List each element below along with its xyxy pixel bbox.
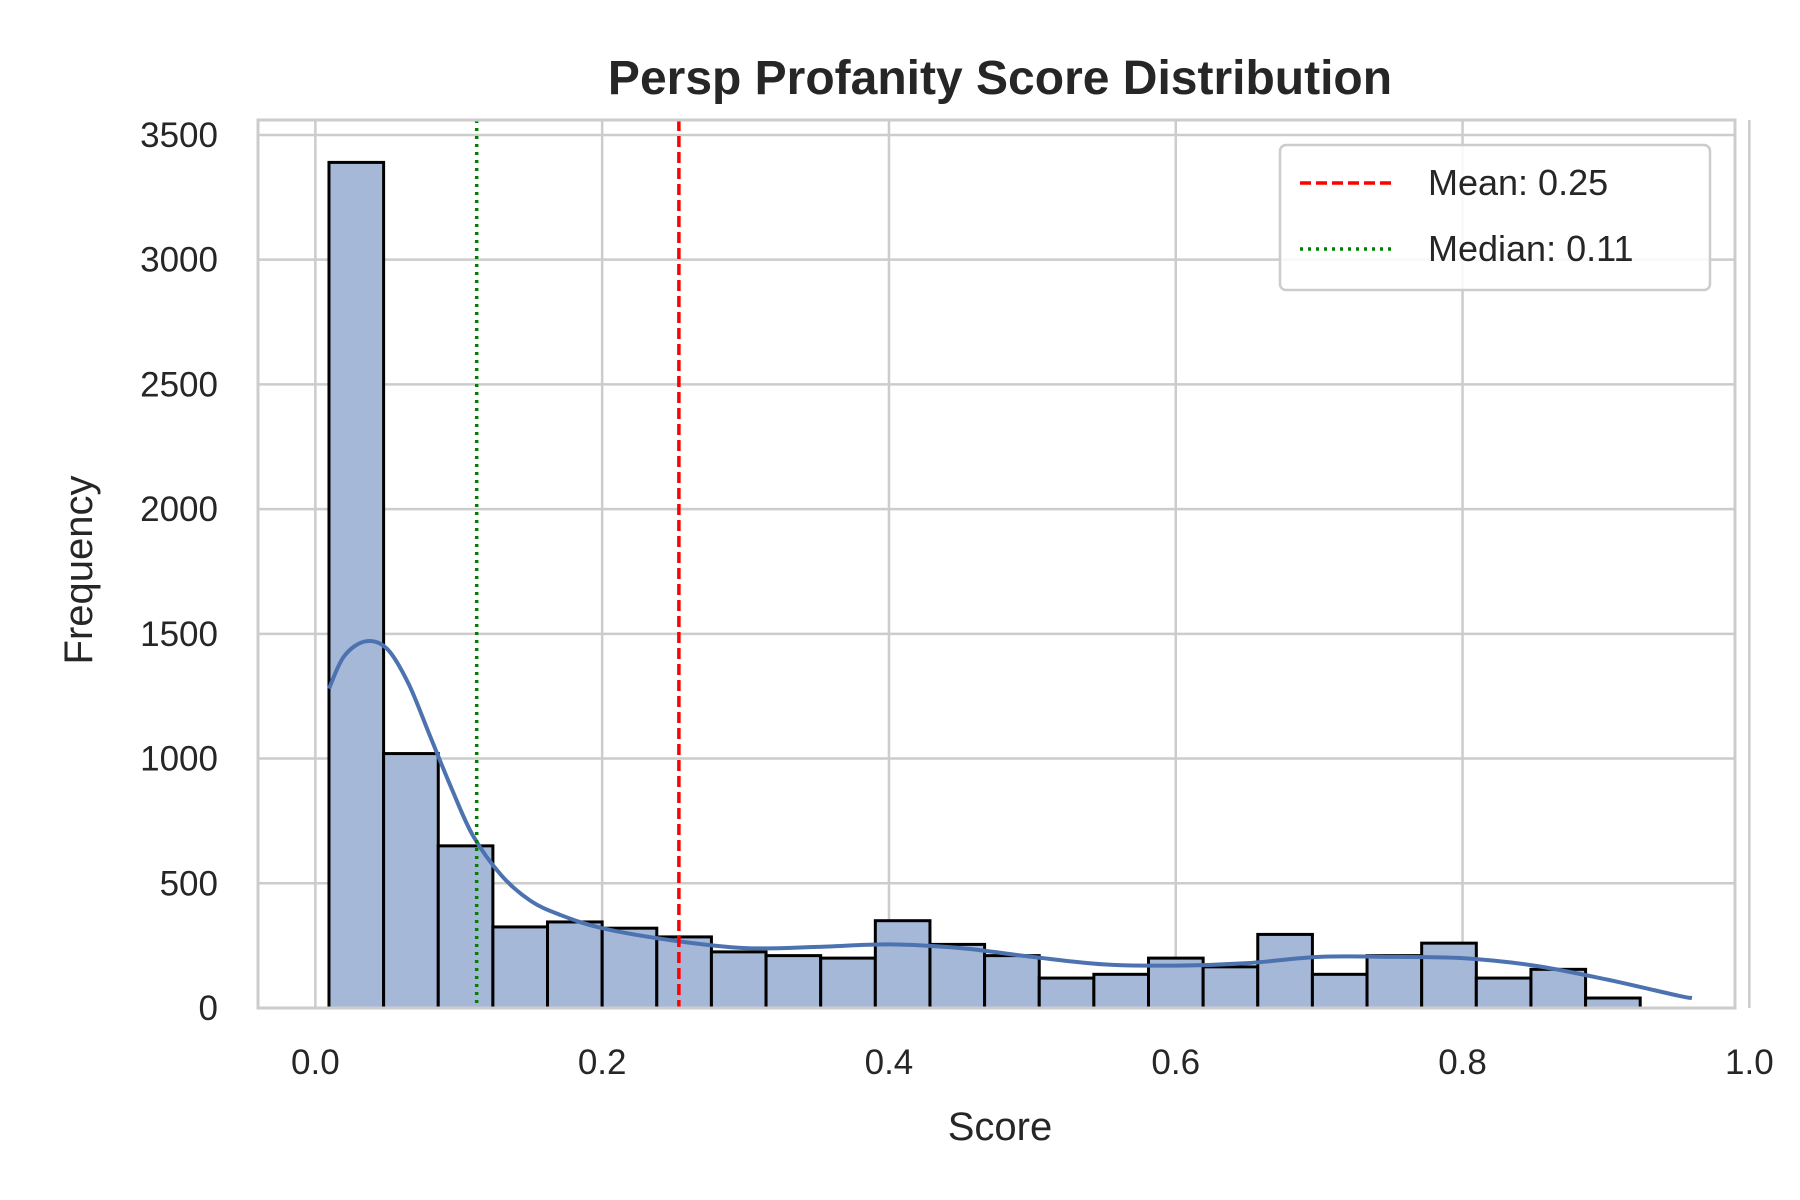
plot-frame <box>256 118 1737 1010</box>
histogram-bar <box>1474 976 1533 1010</box>
histogram-bar <box>1092 972 1151 1010</box>
histogram-bar <box>1365 954 1424 1010</box>
histogram-bar <box>928 942 987 1010</box>
y-tick-label: 500 <box>160 864 218 903</box>
y-tick-label: 1500 <box>140 615 218 654</box>
histogram-bar <box>1037 976 1096 1010</box>
kde-line <box>327 638 1693 1001</box>
histogram-bar <box>1201 965 1260 1010</box>
histogram-bar <box>382 752 440 1010</box>
legend: Mean: 0.25 Median: 0.11 <box>1278 143 1712 292</box>
histogram-bar <box>1420 941 1478 1010</box>
kde-curve <box>327 638 1693 1001</box>
x-axis-ticks: 0.0 0.2 0.4 0.6 0.8 1.0 <box>291 1043 1774 1082</box>
y-tick-label: 3500 <box>140 116 218 155</box>
x-tick-label: 0.8 <box>1438 1043 1487 1082</box>
x-tick-label: 0.2 <box>578 1043 627 1082</box>
x-tick-label: 1.0 <box>1725 1043 1774 1082</box>
histogram-bar <box>491 925 550 1010</box>
y-tick-label: 3000 <box>140 241 218 280</box>
y-axis-ticks: 0 500 1000 1500 2000 2500 3000 3500 <box>140 116 218 1028</box>
histogram-bar <box>764 954 823 1010</box>
y-axis-label: Frequency <box>57 476 101 665</box>
y-tick-label: 2000 <box>140 490 218 529</box>
histogram-bar <box>546 920 604 1010</box>
legend-label: Mean: 0.25 <box>1428 162 1608 203</box>
histogram-bar <box>1256 932 1314 1010</box>
y-tick-label: 1000 <box>140 740 218 779</box>
histogram-bar <box>873 919 932 1010</box>
chart-title: Persp Profanity Score Distribution <box>608 52 1392 105</box>
x-tick-label: 0.0 <box>291 1043 340 1082</box>
histogram-bar <box>1310 972 1369 1010</box>
histogram-bar <box>327 160 386 1010</box>
histogram-bar <box>819 956 877 1010</box>
histogram-bars <box>327 160 1642 1010</box>
x-tick-label: 0.6 <box>1151 1043 1200 1082</box>
reference-lines <box>474 120 681 1008</box>
y-tick-label: 0 <box>199 989 218 1028</box>
histogram-bar <box>600 926 659 1010</box>
histogram-bar <box>983 954 1041 1010</box>
x-tick-label: 0.4 <box>865 1043 914 1082</box>
histogram-bar <box>436 844 495 1010</box>
histogram-bar <box>709 950 768 1010</box>
y-tick-label: 2500 <box>140 365 218 404</box>
legend-label: Median: 0.11 <box>1428 228 1633 269</box>
x-axis-label: Score <box>948 1105 1053 1149</box>
histogram-bar <box>655 935 713 1010</box>
